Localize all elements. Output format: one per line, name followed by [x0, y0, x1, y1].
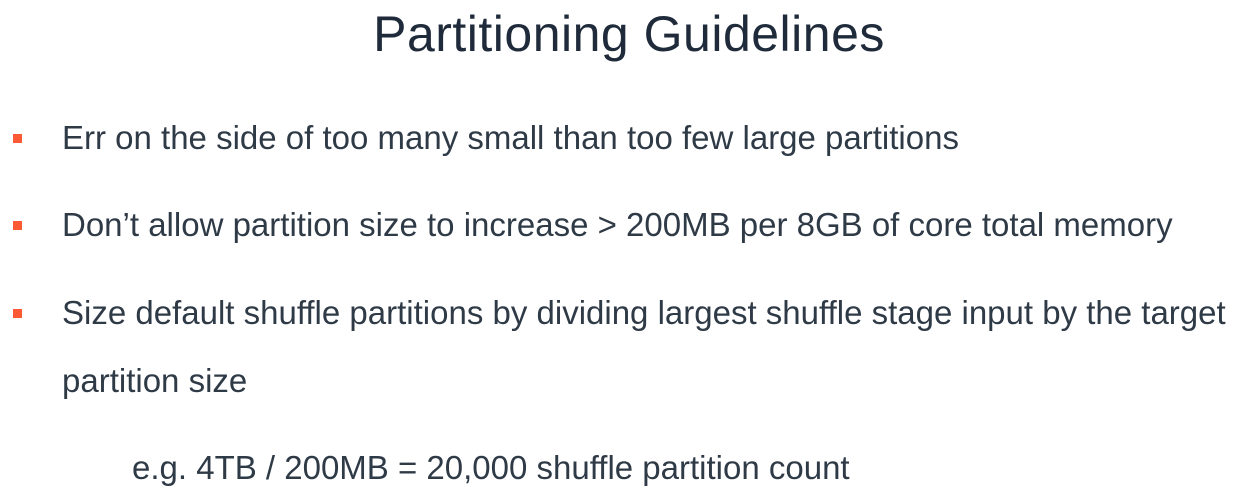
- bullet-text: Don’t allow partition size to increase >…: [62, 206, 1173, 243]
- bullet-text: Size default shuffle partitions by divid…: [62, 294, 1226, 399]
- bullet-square-icon: [13, 134, 22, 143]
- example-formula: e.g. 4TB / 200MB = 20,000 shuffle partit…: [132, 449, 850, 486]
- bullet-text: Err on the side of too many small than t…: [62, 119, 959, 156]
- bullet-square-icon: [13, 221, 22, 230]
- slide-title: Partitioning Guidelines: [373, 6, 885, 62]
- bullet-square-icon: [13, 309, 22, 318]
